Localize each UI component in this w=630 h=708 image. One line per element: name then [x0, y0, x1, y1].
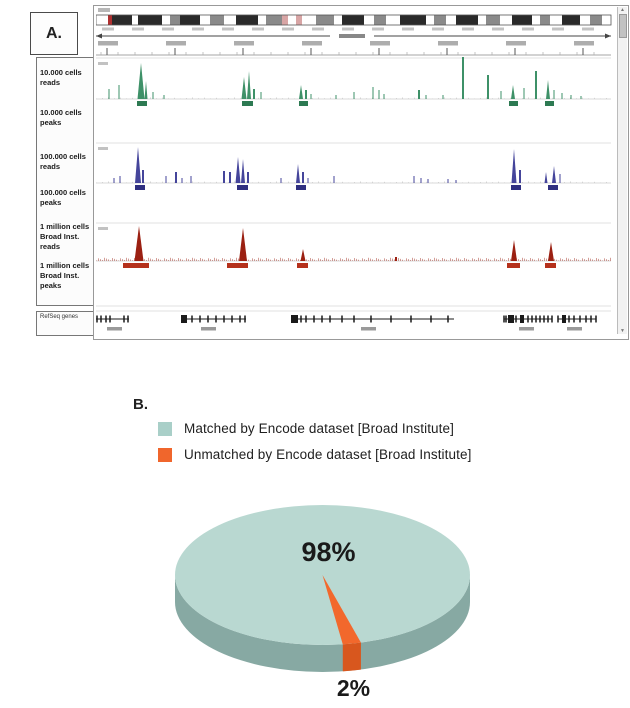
track-label-1m-peaks: 1 million cells Broad Inst. peaks [40, 261, 90, 290]
gene-track-label: RefSeq genes [40, 314, 79, 320]
unmatched-color-swatch [158, 447, 172, 462]
genome-browser-panel: ▲ ▼ [93, 5, 629, 340]
pie-label-2: 2% [337, 675, 370, 701]
track-label-10000-peaks: 10.000 cells peaks [40, 108, 82, 127]
pie-chart-canvas: 98% 2% [175, 505, 470, 701]
pie-label-98: 98% [301, 537, 355, 567]
legend-label-matched: Matched by Encode dataset [Broad Institu… [184, 421, 454, 436]
track-label-1m-reads: 1 million cells Broad Inst. reads [40, 222, 90, 251]
genome-browser-canvas [96, 8, 612, 331]
scrollbar-up-icon[interactable]: ▲ [620, 7, 625, 13]
panel-a-label-box: A. [30, 12, 78, 55]
pie-legend: Matched by Encode dataset [Broad Institu… [158, 421, 471, 473]
legend-item-matched: Matched by Encode dataset [Broad Institu… [158, 421, 471, 436]
legend-item-unmatched: Unmatched by Encode dataset [Broad Insti… [158, 447, 471, 462]
scrollbar-thumb[interactable] [619, 14, 627, 38]
pie-chart: 98% 2% [158, 498, 498, 708]
panel-b-label: B. [133, 396, 148, 413]
legend-label-unmatched: Unmatched by Encode dataset [Broad Insti… [184, 447, 472, 462]
track-label-100000-peaks: 100.000 cells peaks [40, 188, 86, 207]
gene-track-label-box: RefSeq genes [36, 311, 97, 336]
panel-a-label: A. [46, 24, 62, 42]
matched-color-swatch [158, 421, 172, 436]
track-label-column: 10.000 cells reads 10.000 cells peaks 10… [36, 57, 94, 306]
track-label-10000-reads: 10.000 cells reads [40, 68, 82, 87]
scrollbar-down-icon[interactable]: ▼ [620, 328, 625, 334]
track-label-100000-reads: 100.000 cells reads [40, 152, 86, 171]
browser-scrollbar[interactable]: ▲ ▼ [617, 7, 627, 334]
